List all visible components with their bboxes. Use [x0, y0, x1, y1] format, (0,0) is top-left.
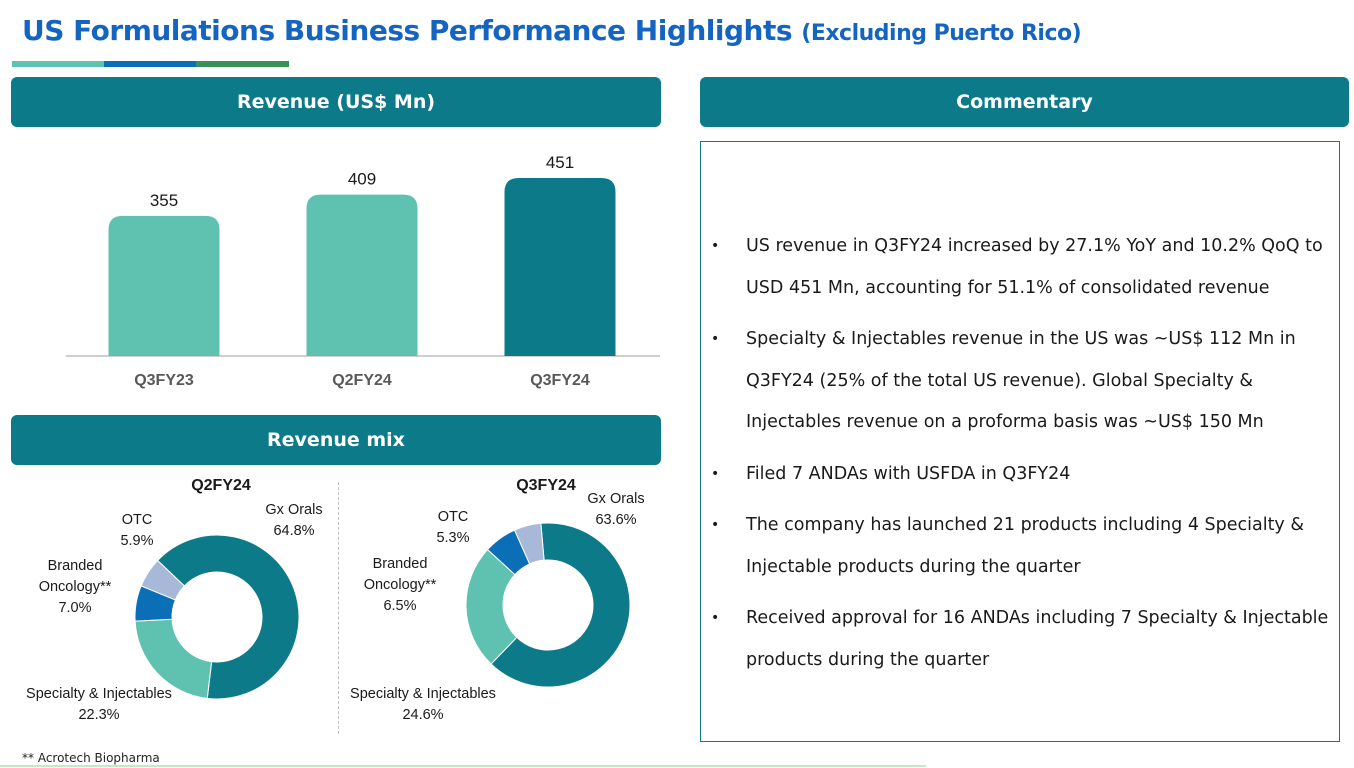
bullet-dot: •	[711, 610, 720, 626]
donut-label-line: Oncology**	[39, 579, 112, 595]
bullet-dot: •	[711, 238, 720, 254]
revenue-mix-panel-title: Revenue mix	[267, 429, 405, 451]
donut-label-line: 5.3%	[436, 530, 469, 546]
revenue-panel-header: Revenue (US$ Mn)	[11, 77, 661, 127]
donut-label-line: Branded	[48, 558, 103, 574]
bar-value-label: 355	[150, 191, 178, 210]
donut-label-line: 24.6%	[402, 707, 443, 723]
x-tick-label: Q2FY24	[332, 372, 392, 389]
donut-title: Q3FY24	[516, 477, 576, 494]
donut-label-line: 22.3%	[78, 707, 119, 723]
commentary-bullet-2: • Specialty & Injectables revenue in the …	[711, 319, 1331, 444]
bullet-dot: •	[711, 465, 720, 482]
revenue-mix-q3fy24-donut: Q3FY24 Gx Orals 63.6% Specialty & Injectabl…	[350, 477, 645, 723]
page-title-main: US Formulations Business Performance Hig…	[22, 14, 793, 47]
donut-label-gx-orals: Gx Orals 64.8%	[265, 502, 322, 539]
commentary-bullet-1: • US revenue in Q3FY24 increased by 27.1%…	[711, 226, 1331, 309]
donut-label-gx-orals: Gx Orals 63.6%	[587, 491, 644, 528]
bar-value-label: 451	[546, 153, 574, 172]
donut-label-line: OTC	[122, 512, 153, 528]
donut-label-line: 7.0%	[58, 600, 91, 616]
donut-divider	[338, 482, 339, 734]
donut-label-line: Branded	[373, 556, 428, 572]
donut-slice-otc	[513, 522, 545, 565]
commentary-bullet-5: • Received approval for 16 ANDAs includin…	[711, 598, 1331, 681]
commentary-box: • US revenue in Q3FY24 increased by 27.1%…	[700, 141, 1340, 742]
bullet-dot: •	[711, 517, 720, 533]
donut-slice-gx-orals	[490, 522, 631, 688]
donut-label-line: Gx Orals	[587, 491, 644, 507]
footnote: ** Acrotech Biopharma	[22, 751, 160, 765]
commentary-panel-header: Commentary	[700, 77, 1349, 127]
donut-title: Q2FY24	[191, 477, 251, 494]
bar-value-label: 409	[348, 170, 376, 189]
donut-slice-gx-orals	[156, 534, 300, 700]
donut-label-line: Specialty & Injectables	[26, 686, 172, 702]
donut-label-branded-oncology: Branded Oncology** 7.0%	[39, 558, 112, 616]
donut-label-otc: OTC 5.9%	[120, 512, 153, 549]
donut-label-line: 6.5%	[383, 598, 416, 614]
donut-label-otc: OTC 5.3%	[436, 509, 469, 546]
commentary-list: • US revenue in Q3FY24 increased by 27.1%…	[711, 226, 1331, 691]
donut-label-specialty-injectables: Specialty & Injectables 22.3%	[26, 686, 172, 723]
donut-slice-otc	[140, 559, 186, 601]
bullet-dot: •	[711, 331, 720, 347]
x-tick-label: Q3FY23	[134, 372, 194, 389]
donut-label-line: 5.9%	[120, 533, 153, 549]
donut-label-line: 63.6%	[595, 512, 636, 528]
bottom-rule	[0, 765, 926, 767]
revenue-panel-title: Revenue (US$ Mn)	[236, 91, 436, 113]
donut-label-branded-oncology: Branded Oncology** 6.5%	[364, 556, 437, 614]
donut-label-line: OTC	[438, 509, 469, 525]
x-tick-label: Q3FY24	[530, 372, 590, 389]
commentary-bullet-4: • The company has launched 21 products in…	[711, 505, 1331, 588]
donut-label-line: Oncology**	[364, 577, 437, 593]
revenue-mix-q2fy24-donut: Q2FY24 Gx Orals 64.8% Specialty & Injectabl…	[26, 477, 323, 723]
title-accent-bar-2	[104, 61, 196, 67]
revenue-mix-panel-header: Revenue mix	[11, 415, 661, 465]
bar-q2fy24	[306, 194, 418, 356]
donut-label-line: Specialty & Injectables	[350, 686, 496, 702]
title-accent-bar-3	[196, 61, 289, 67]
revenue-bar-chart: 355 Q3FY23 409 Q2FY24 451 Q3FY24	[66, 153, 660, 389]
donut-label-specialty-injectables: Specialty & Injectables 24.6%	[350, 686, 496, 723]
commentary-panel-title: Commentary	[956, 91, 1093, 113]
bar-q3fy23	[108, 215, 220, 356]
title-accent-bar-1	[12, 61, 104, 67]
bar-q3fy24	[504, 178, 616, 356]
donut-label-line: 64.8%	[273, 523, 314, 539]
page-title: US Formulations Business Performance Hig…	[22, 14, 1082, 47]
page-subtitle: (Excluding Puerto Rico)	[801, 21, 1082, 46]
commentary-bullet-3: • Filed 7 ANDAs with USFDA in Q3FY24	[711, 454, 1331, 496]
donut-label-line: Gx Orals	[265, 502, 322, 518]
